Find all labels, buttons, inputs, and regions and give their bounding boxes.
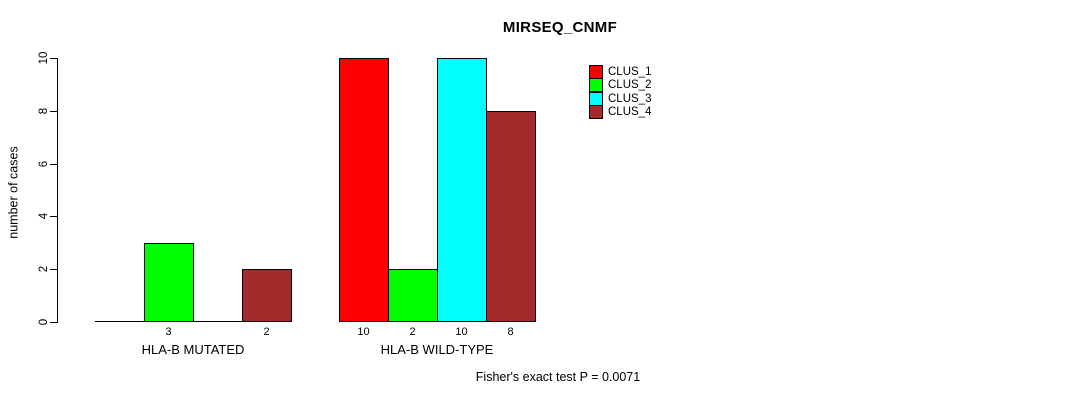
category-label: HLA-B WILD-TYPE <box>380 342 494 357</box>
legend-label: CLUS_1 <box>608 66 652 78</box>
legend-swatch-clus_4 <box>589 105 603 120</box>
y-tick-label: 10 <box>38 51 50 65</box>
legend-label: CLUS_3 <box>608 92 652 105</box>
y-tick-label: 6 <box>38 160 50 167</box>
bar-clus_3-2 <box>437 58 487 322</box>
bar-clus_4-2 <box>486 111 536 322</box>
bar-clus_2-1 <box>144 243 194 322</box>
chart-title: MIRSEQ_CNMF <box>502 19 618 36</box>
bar-clus_1-2 <box>339 58 389 322</box>
y-axis-label: number of cases <box>6 146 21 239</box>
y-tick-label: 8 <box>38 107 50 114</box>
legend-swatch-clus_3 <box>589 91 603 106</box>
y-tick <box>50 216 57 218</box>
y-axis-line <box>57 58 58 323</box>
y-tick-label: 0 <box>38 318 50 326</box>
bar-value-label: 10 <box>357 326 370 338</box>
category-label: HLA-B MUTATED <box>141 342 245 357</box>
bar-value-label: 3 <box>165 326 172 338</box>
y-tick <box>50 269 57 271</box>
bar-value-label: 8 <box>507 326 514 338</box>
legend-label: CLUS_2 <box>608 79 652 92</box>
bar-value-label: 2 <box>263 326 270 338</box>
y-tick <box>50 322 57 323</box>
y-tick <box>50 58 57 59</box>
legend-swatch-clus_2 <box>589 78 603 93</box>
y-tick-label: 4 <box>38 213 50 220</box>
y-tick <box>50 110 57 112</box>
bar-value-label: 10 <box>455 326 468 338</box>
legend-label: CLUS_4 <box>608 106 652 119</box>
bar-value-label: 2 <box>409 326 416 338</box>
bar-clus_4-1 <box>242 269 292 322</box>
footnote-fisher-test: Fisher's exact test P = 0.0071 <box>475 370 641 384</box>
y-tick-label: 2 <box>38 265 50 273</box>
y-tick <box>50 163 57 165</box>
bar-clus_2-2 <box>388 269 438 322</box>
legend-swatch-clus_1 <box>589 65 603 79</box>
